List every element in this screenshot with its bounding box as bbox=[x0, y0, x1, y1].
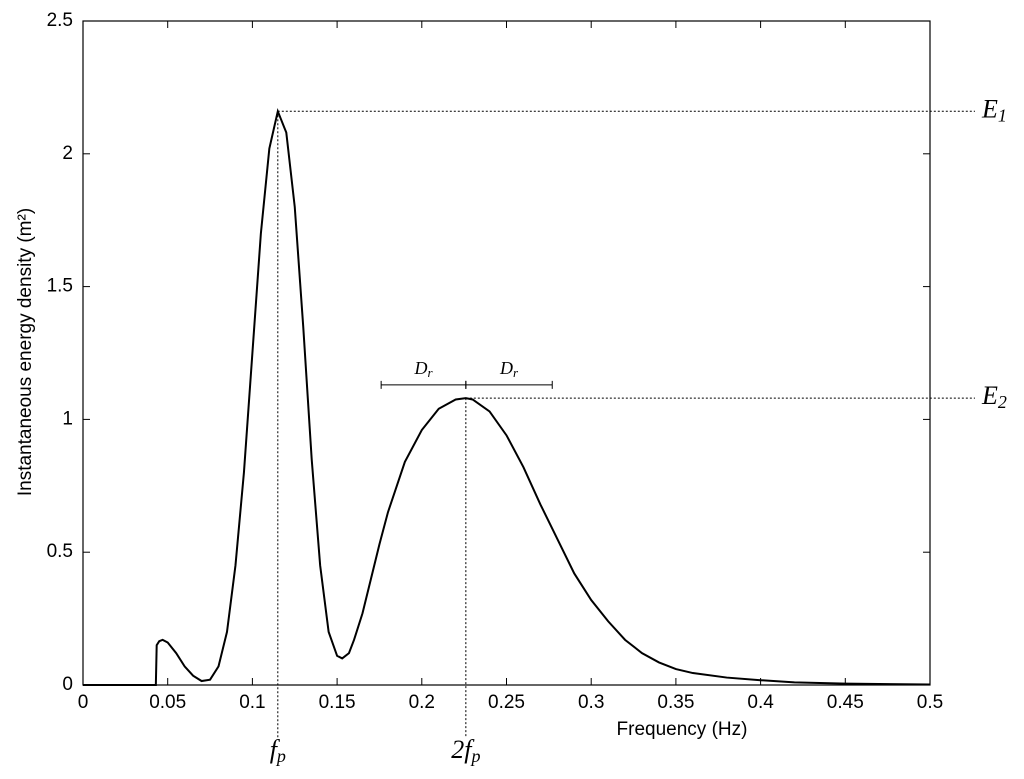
x-tick-label: 0.15 bbox=[319, 692, 356, 713]
x-tick-label: 0.35 bbox=[657, 692, 694, 713]
x-tick-label: 0 bbox=[78, 692, 89, 713]
peak-label-main: E bbox=[981, 381, 998, 410]
plot-frame bbox=[82, 20, 931, 686]
data-line bbox=[83, 107, 931, 686]
span-label-main: D bbox=[499, 358, 513, 378]
y-tick-label: 0 bbox=[62, 674, 73, 695]
y-tick-label: 2 bbox=[62, 143, 73, 164]
y-tick-label: 2.5 bbox=[47, 10, 73, 31]
frequency-label: fp bbox=[270, 735, 286, 766]
span-label-sub: r bbox=[427, 365, 433, 380]
x-axis-label: Frequency (Hz) bbox=[617, 719, 748, 740]
span-label: Dr bbox=[413, 358, 433, 380]
x-tick-label: 0.5 bbox=[917, 692, 943, 713]
y-tick-label: 1 bbox=[62, 408, 73, 429]
x-tick-label: 0.4 bbox=[747, 692, 774, 713]
peak-label-sub: 1 bbox=[998, 105, 1007, 125]
peak-label-sub: 2 bbox=[998, 392, 1007, 412]
x-tick-label: 0.1 bbox=[239, 692, 265, 713]
x-tick-label: 0.05 bbox=[149, 692, 186, 713]
span-label-main: D bbox=[413, 358, 427, 378]
x-tick-label: 0.45 bbox=[827, 692, 864, 713]
frequency-label-main: 2f bbox=[451, 735, 475, 764]
frequency-label: 2fp bbox=[451, 735, 480, 766]
span-label: Dr bbox=[499, 358, 519, 380]
peak-label: E1 bbox=[981, 94, 1007, 125]
peak-label: E2 bbox=[981, 381, 1007, 412]
frequency-label-sub: p bbox=[469, 746, 480, 766]
x-tick-label: 0.3 bbox=[578, 692, 604, 713]
x-tick-label: 0.25 bbox=[488, 692, 525, 713]
peak-label-main: E bbox=[981, 94, 998, 123]
frequency-label-main: f bbox=[270, 735, 281, 764]
x-tick-label: 0.2 bbox=[409, 692, 435, 713]
span-label-sub: r bbox=[513, 365, 519, 380]
frequency-label-sub: p bbox=[275, 746, 286, 766]
y-axis-label: Instantaneous energy density (m²) bbox=[15, 208, 36, 496]
y-tick-label: 1.5 bbox=[47, 276, 73, 297]
y-tick-label: 0.5 bbox=[47, 541, 73, 562]
